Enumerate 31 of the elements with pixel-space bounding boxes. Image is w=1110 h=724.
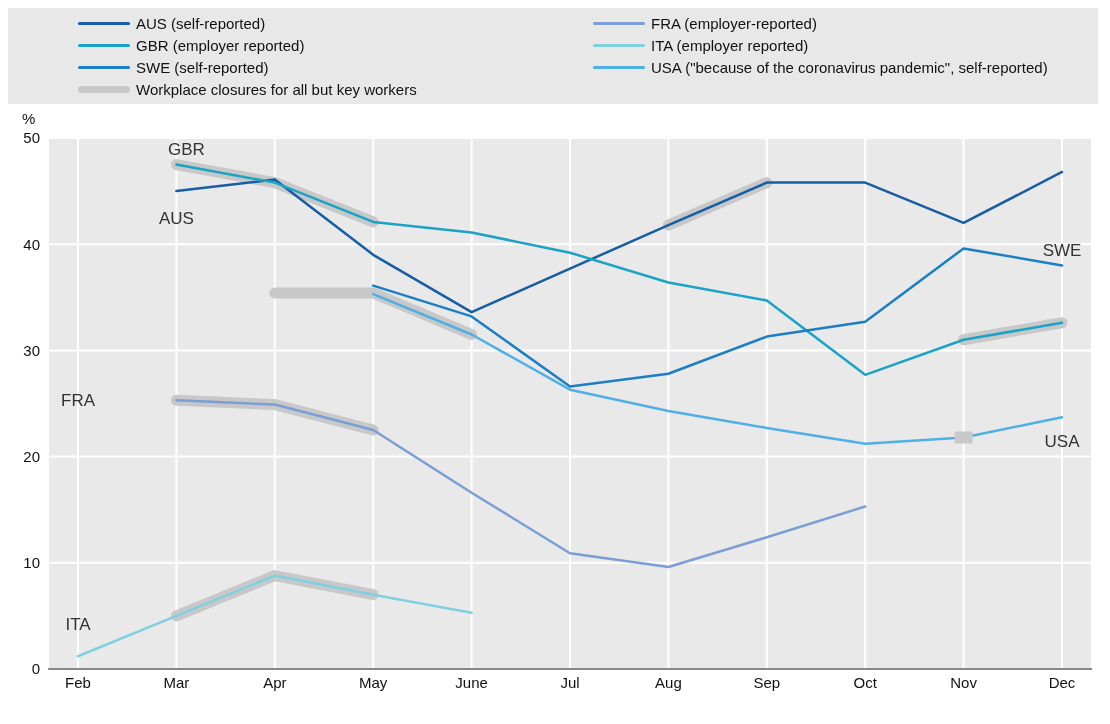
y-tick-label: 0: [31, 660, 40, 678]
y-tick-label: 20: [23, 447, 40, 465]
legend-label: FRA (employer-reported): [651, 14, 817, 32]
y-axis-title: %: [22, 110, 36, 127]
legend-label: Workplace closures for all but key workers: [136, 80, 417, 98]
y-tick-label: 10: [23, 554, 40, 572]
legend-label: USA ("because of the coronavirus pandemic", self-reported): [651, 58, 1048, 76]
annotation: USA: [1044, 431, 1081, 451]
x-tick-label: Sep: [753, 673, 781, 691]
x-tick-label: Dec: [1048, 673, 1076, 691]
x-tick-label: Mar: [163, 673, 190, 691]
annotation: GBR: [167, 139, 205, 159]
x-tick-label: May: [359, 673, 388, 691]
x-tick-label: Jul: [560, 673, 580, 691]
annotation: AUS: [158, 208, 194, 228]
legend-label: ITA (employer reported): [651, 36, 809, 54]
legend-label: SWE (self-reported): [136, 58, 269, 76]
x-tick-label: Feb: [65, 673, 91, 691]
x-tick-label: Aug: [655, 673, 682, 691]
legend-label: AUS (self-reported): [136, 14, 266, 32]
y-tick-label: 30: [23, 341, 40, 359]
y-tick-label: 50: [23, 129, 40, 147]
annotation: FRA: [61, 391, 96, 411]
x-tick-label: Apr: [263, 673, 287, 691]
annotation: SWE: [1042, 240, 1082, 260]
annotation: ITA: [65, 615, 92, 635]
x-tick-label: Oct: [853, 673, 878, 691]
x-tick-label: June: [455, 673, 488, 691]
x-tick-label: Nov: [950, 673, 978, 691]
legend-label: GBR (employer reported): [136, 36, 305, 54]
y-tick-label: 40: [23, 235, 40, 253]
